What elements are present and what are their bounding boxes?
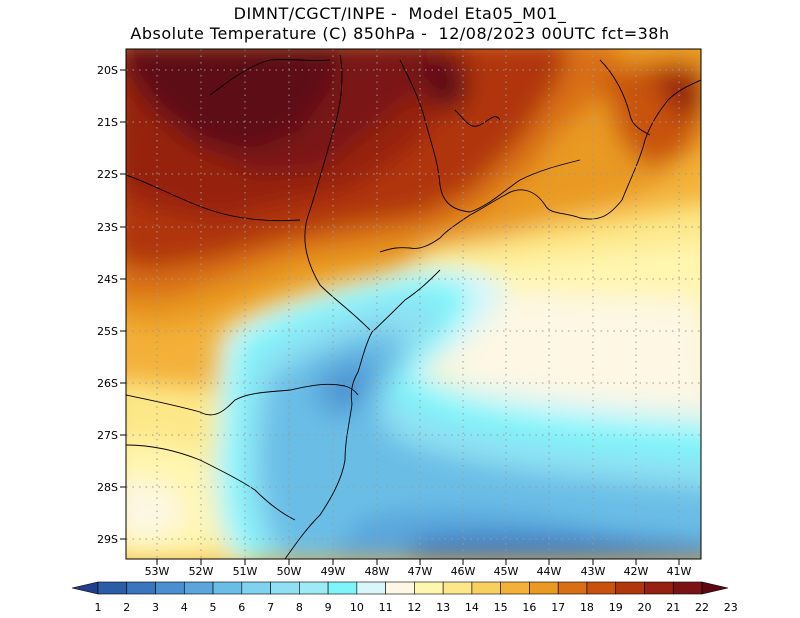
- lon-label: 46W: [451, 565, 476, 578]
- zone-12-west: [126, 481, 190, 540]
- lat-labels: 20S 21S 22S 23S 24S 25S 26S 27S 28S 29S: [97, 64, 118, 546]
- border-interior-1: [304, 54, 371, 331]
- colorbar-label: 9: [325, 601, 332, 614]
- lat-label: 23S: [97, 221, 118, 234]
- zone-21-east: [650, 70, 701, 120]
- colorbar-swatch: [615, 581, 645, 595]
- lon-label: 42W: [624, 565, 649, 578]
- lon-label: 50W: [277, 565, 302, 578]
- lon-label: 44W: [537, 565, 562, 578]
- colorbar-label: 3: [152, 601, 159, 614]
- border-interior-2: [126, 174, 301, 222]
- colorbar-swatch: [529, 581, 559, 595]
- colorbar-label: 17: [551, 601, 565, 614]
- border-pr-sc: [126, 383, 359, 416]
- colorbar-swatch: [212, 581, 243, 595]
- border-interior-3: [209, 58, 331, 96]
- coastline-sp: [379, 194, 506, 253]
- colorbar-label: 15: [494, 601, 508, 614]
- lat-label: 25S: [97, 325, 118, 338]
- map-frame: [125, 48, 702, 560]
- map-title-line-1: DIMNT/CGCT/INPE - Model Eta05_M01_: [233, 4, 567, 23]
- colorbar-swatch: [97, 581, 128, 595]
- border-argentina: [126, 444, 296, 521]
- colorbar-swatch: [270, 581, 300, 595]
- colorbar-swatch: [586, 581, 617, 595]
- colorbar-swatch: [672, 581, 703, 595]
- colorbar-label: 20: [637, 601, 651, 614]
- colorbar-label: 11: [379, 601, 393, 614]
- lon-label: 45W: [494, 565, 519, 578]
- border-interior-5: [469, 159, 581, 213]
- lon-label: 53W: [145, 565, 170, 578]
- coastline-se: [504, 79, 701, 220]
- colorbar-arrow-high: [701, 581, 729, 595]
- colorbar-label: 18: [580, 601, 594, 614]
- colorbar-swatch: [241, 581, 271, 595]
- lon-label: 49W: [321, 565, 346, 578]
- lat-label: 29S: [97, 533, 118, 546]
- colorbar-swatch: [385, 581, 415, 595]
- lat-label: 20S: [97, 64, 118, 77]
- colorbar-swatch: [557, 581, 588, 595]
- colorbar-label: 23: [724, 601, 738, 614]
- colorbar-label: 10: [350, 601, 364, 614]
- colorbar-swatch: [183, 581, 214, 595]
- temperature-field: [126, 49, 701, 559]
- colorbar-swatch: [442, 581, 473, 595]
- colorbar-arrow-low: [71, 581, 99, 595]
- coastlines-and-borders: [126, 54, 701, 559]
- lon-label: 48W: [365, 565, 390, 578]
- colorbar-swatch: [299, 581, 329, 595]
- zone-12: [430, 290, 701, 420]
- lat-label: 21S: [97, 116, 118, 129]
- colorbar-label: 19: [609, 601, 623, 614]
- colorbar-swatch: [327, 581, 358, 595]
- lon-label: 41W: [667, 565, 692, 578]
- lat-label: 24S: [97, 273, 118, 286]
- lon-label: 52W: [189, 565, 214, 578]
- border-interior-6: [599, 59, 651, 136]
- colorbar-label: 21: [666, 601, 680, 614]
- colorbar-swatch: [356, 581, 386, 595]
- colorbar-swatch: [644, 581, 674, 595]
- colorbar-swatch: [500, 581, 530, 595]
- lat-label: 22S: [97, 168, 118, 181]
- colorbar-label: 7: [267, 601, 274, 614]
- colorbar-label: 1: [95, 601, 102, 614]
- colorbar-swatch: [155, 581, 185, 595]
- lon-labels: 53W 52W 51W 50W 49W 48W 47W 46W 45W 44W …: [145, 565, 692, 578]
- lon-label: 47W: [408, 565, 433, 578]
- colorbar-label: 16: [522, 601, 536, 614]
- axis-ticks: [120, 69, 680, 565]
- lon-label: 51W: [233, 565, 258, 578]
- colorbar-swatch: [126, 581, 156, 595]
- zone-4: [330, 373, 365, 407]
- lat-label: 28S: [97, 481, 118, 494]
- reservoir-outline: [454, 109, 501, 127]
- colorbar-label: 2: [123, 601, 130, 614]
- lat-label: 26S: [97, 377, 118, 390]
- colorbar-swatch: [471, 581, 501, 595]
- colorbar-label: 13: [436, 601, 450, 614]
- colorbar-label: 6: [238, 601, 245, 614]
- colorbar-label: 14: [465, 601, 479, 614]
- colorbar-label: 5: [210, 601, 217, 614]
- colorbar-swatch: [414, 581, 444, 595]
- colorbar-label: 12: [407, 601, 421, 614]
- grid-lines: [126, 49, 701, 559]
- zone-23: [126, 49, 340, 150]
- coastline-south: [284, 269, 441, 559]
- colorbar-label: 8: [296, 601, 303, 614]
- border-interior-4: [399, 59, 471, 213]
- lon-label: 43W: [581, 565, 606, 578]
- colorbar: 1 2 3 4 5 6 7 8 9 10 11 12 13 14 15 16 17 18 19 20 21 22 23: [71, 581, 738, 614]
- map-title-line-2: Absolute Temperature (C) 850hPa - 12/08/…: [130, 24, 670, 43]
- colorbar-label: 22: [695, 601, 709, 614]
- zone-3-south: [401, 535, 701, 559]
- colorbar-label: 4: [181, 601, 188, 614]
- zone-23-east: [420, 55, 470, 110]
- lat-label: 27S: [97, 429, 118, 442]
